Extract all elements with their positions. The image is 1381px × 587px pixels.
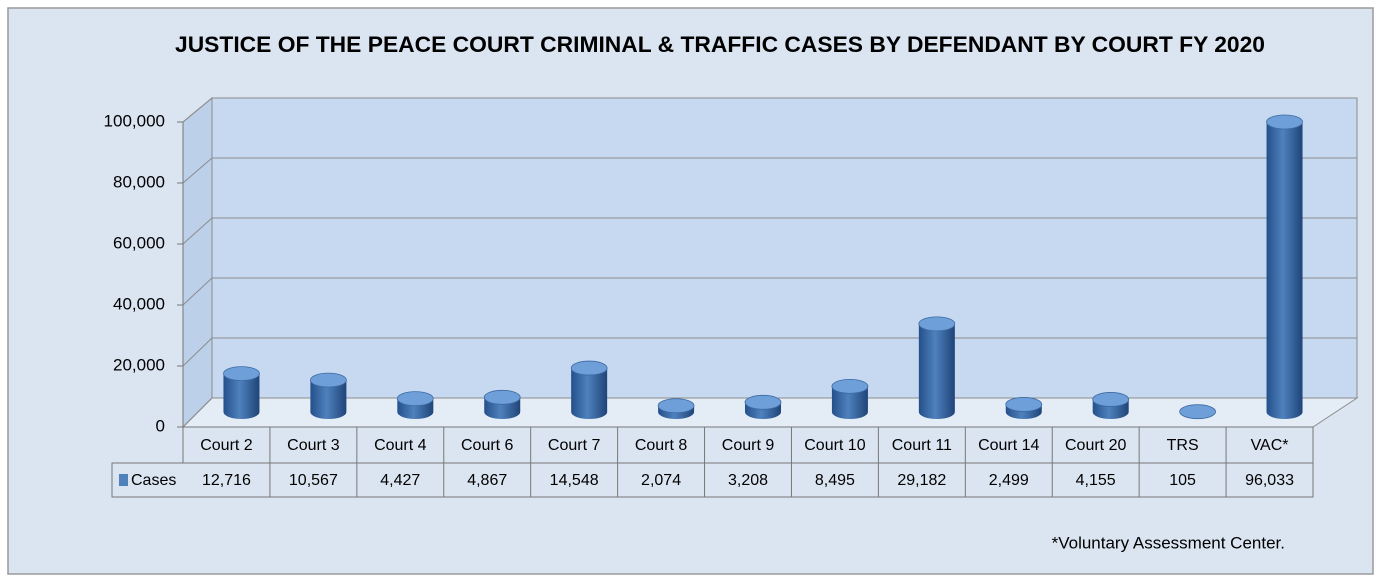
chart-title: JUSTICE OF THE PEACE COURT CRIMINAL & TR… (175, 32, 1265, 57)
x-tick-label: Court 2 (200, 437, 253, 454)
x-tick-label: Court 3 (287, 437, 340, 454)
bar (310, 380, 347, 420)
value-label: 2,074 (641, 472, 681, 489)
back-wall (211, 97, 1358, 399)
bar-top (744, 394, 782, 410)
x-tick-label: Court 7 (548, 437, 601, 454)
grid-line (182, 397, 213, 428)
footnote: *Voluntary Assessment Center. (1052, 533, 1285, 552)
bar-top (1266, 114, 1303, 130)
side-wall (182, 96, 213, 429)
value-label: 12,716 (202, 472, 251, 489)
x-tick-label: Court 6 (461, 437, 514, 454)
grid-line (182, 157, 213, 184)
grid-line (182, 97, 213, 123)
table-frame (182, 426, 1314, 464)
bar-top (918, 316, 956, 332)
grid-line (182, 217, 213, 245)
bar-top (1179, 404, 1217, 420)
bar-top (1005, 397, 1043, 412)
bar-top (223, 366, 260, 381)
value-label: 2,499 (989, 472, 1029, 489)
y-tick-label: 100,000 (104, 111, 165, 130)
bar-top (657, 398, 695, 414)
y-tick-label: 40,000 (113, 294, 165, 313)
y-tick-label: 20,000 (113, 355, 165, 374)
bar-top (483, 389, 521, 405)
x-tick-label: Court 10 (804, 437, 865, 454)
x-tick-label: VAC* (1251, 437, 1289, 454)
bar (223, 373, 260, 419)
value-label: 96,033 (1245, 472, 1294, 489)
bar-top (396, 391, 434, 407)
grid-line (182, 337, 213, 367)
x-tick-label: Court 11 (892, 437, 952, 454)
value-label: 29,182 (897, 472, 946, 489)
value-label: 105 (1169, 472, 1196, 489)
y-tick-label: 80,000 (113, 172, 165, 191)
x-tick-label: Court 9 (722, 437, 775, 454)
x-tick-label: Court 14 (978, 437, 1039, 454)
value-label: 3,208 (728, 472, 768, 489)
legend-label: Cases (131, 472, 176, 489)
bar (1266, 121, 1303, 420)
x-tick-label: Court 4 (374, 437, 427, 454)
value-label: 10,567 (289, 472, 338, 489)
value-label: 4,867 (467, 472, 507, 489)
bar-top (570, 360, 608, 376)
bar (571, 368, 608, 420)
value-label: 14,548 (550, 472, 599, 489)
bar (918, 323, 955, 420)
x-tick-label: Court 20 (1065, 437, 1126, 454)
bar-top (831, 378, 869, 394)
y-tick-label: 0 (156, 416, 165, 435)
x-tick-label: TRS (1167, 437, 1199, 454)
bar-top (1092, 392, 1130, 407)
legend-swatch (119, 474, 128, 486)
bar (831, 386, 868, 420)
grid-line (182, 277, 213, 306)
x-tick-label: Court 8 (635, 437, 688, 454)
value-label: 4,427 (380, 472, 420, 489)
y-tick-label: 60,000 (113, 233, 165, 252)
value-label: 4,155 (1076, 472, 1116, 489)
value-label: 8,495 (815, 472, 855, 489)
bar-top (309, 372, 347, 388)
